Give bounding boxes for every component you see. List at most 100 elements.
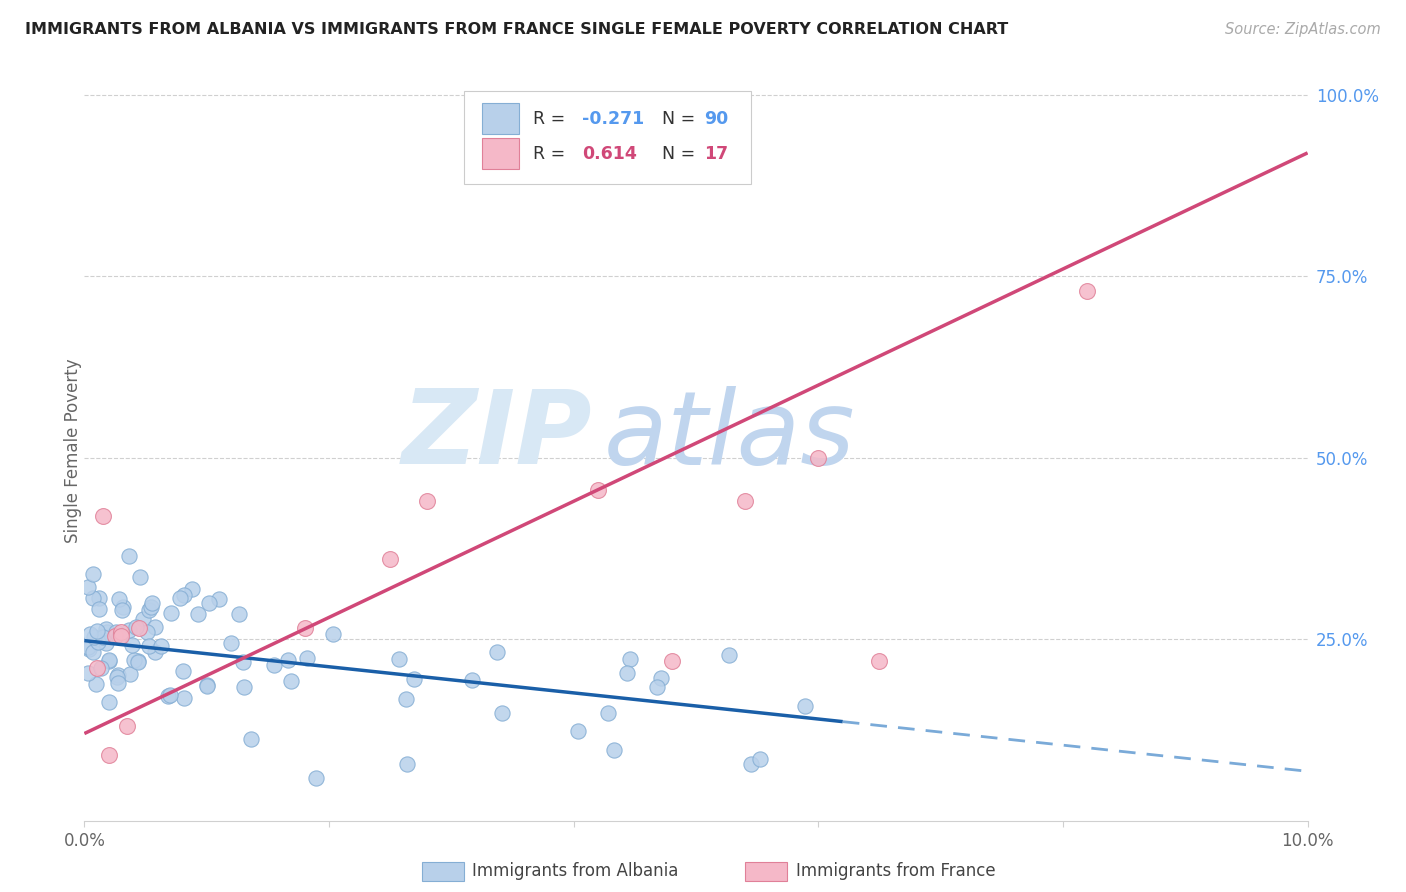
- Point: [232, 655, 254, 669]
- Point: [141, 597, 163, 611]
- Point: [322, 627, 344, 641]
- Point: [263, 657, 285, 672]
- Point: [118, 623, 141, 637]
- Point: [180, 582, 202, 596]
- Point: [277, 652, 299, 666]
- Point: [90, 661, 112, 675]
- Text: 90: 90: [704, 110, 728, 128]
- Point: [91, 508, 114, 523]
- Point: [219, 635, 242, 649]
- Point: [86, 676, 108, 690]
- Point: [718, 648, 741, 662]
- Point: [117, 549, 139, 563]
- Point: [280, 674, 302, 689]
- Point: [86, 661, 108, 675]
- Point: [127, 654, 149, 668]
- Point: [141, 600, 163, 615]
- Text: 17: 17: [704, 145, 728, 162]
- Point: [416, 494, 439, 508]
- Text: Immigrants from Albania: Immigrants from Albania: [472, 863, 679, 880]
- Point: [132, 612, 155, 626]
- Point: [143, 645, 166, 659]
- Point: [138, 603, 160, 617]
- Point: [86, 635, 108, 649]
- Point: [461, 673, 484, 687]
- Y-axis label: Single Female Poverty: Single Female Poverty: [65, 359, 82, 542]
- Point: [172, 665, 194, 679]
- Point: [79, 627, 101, 641]
- Text: IMMIGRANTS FROM ALBANIA VS IMMIGRANTS FROM FRANCE SINGLE FEMALE POVERTY CORRELAT: IMMIGRANTS FROM ALBANIA VS IMMIGRANTS FR…: [25, 22, 1008, 37]
- Point: [91, 630, 114, 644]
- Point: [1076, 284, 1098, 298]
- Text: R =: R =: [533, 145, 571, 162]
- Point: [107, 668, 129, 682]
- Text: R =: R =: [533, 110, 571, 128]
- Point: [97, 694, 120, 708]
- Point: [96, 624, 118, 639]
- Point: [118, 666, 141, 681]
- Point: [395, 756, 418, 771]
- Point: [616, 665, 638, 680]
- Point: [136, 625, 159, 640]
- Point: [233, 680, 256, 694]
- Point: [77, 642, 100, 657]
- Point: [195, 678, 218, 692]
- Text: 0.614: 0.614: [582, 145, 637, 162]
- Point: [121, 638, 143, 652]
- Point: [380, 552, 402, 566]
- Point: [603, 743, 626, 757]
- Point: [94, 622, 117, 636]
- Point: [159, 688, 181, 702]
- Point: [104, 625, 127, 640]
- Point: [98, 654, 121, 668]
- Point: [404, 672, 426, 686]
- Point: [160, 606, 183, 620]
- Point: [869, 654, 891, 668]
- Point: [98, 653, 121, 667]
- Text: Immigrants from France: Immigrants from France: [796, 863, 995, 880]
- Point: [110, 624, 132, 639]
- Point: [228, 607, 250, 621]
- Point: [619, 652, 641, 666]
- Point: [157, 690, 180, 704]
- Point: [110, 628, 132, 642]
- Point: [115, 719, 138, 733]
- Point: [83, 630, 105, 644]
- Point: [77, 640, 100, 654]
- Text: Source: ZipAtlas.com: Source: ZipAtlas.com: [1225, 22, 1381, 37]
- Point: [169, 591, 191, 606]
- Text: -0.271: -0.271: [582, 110, 644, 128]
- Point: [127, 655, 149, 669]
- Point: [304, 772, 326, 786]
- Point: [77, 665, 100, 680]
- Point: [661, 654, 683, 668]
- Point: [596, 706, 619, 721]
- Point: [173, 588, 195, 602]
- Point: [650, 672, 672, 686]
- FancyBboxPatch shape: [482, 138, 519, 169]
- Point: [108, 592, 131, 607]
- Point: [748, 752, 770, 766]
- Point: [794, 698, 817, 713]
- Point: [195, 679, 218, 693]
- Point: [173, 691, 195, 706]
- Point: [107, 675, 129, 690]
- Point: [395, 692, 418, 706]
- Point: [94, 636, 117, 650]
- Point: [77, 580, 100, 594]
- Text: ZIP: ZIP: [401, 385, 592, 486]
- Point: [138, 640, 160, 654]
- Point: [86, 624, 108, 639]
- Point: [740, 757, 762, 772]
- Point: [87, 591, 110, 605]
- Point: [198, 596, 221, 610]
- Point: [567, 723, 589, 738]
- Point: [111, 603, 134, 617]
- Point: [82, 644, 104, 658]
- Point: [108, 630, 131, 644]
- Point: [187, 607, 209, 621]
- Point: [239, 731, 262, 746]
- Point: [491, 706, 513, 720]
- Point: [208, 591, 231, 606]
- Point: [150, 639, 173, 653]
